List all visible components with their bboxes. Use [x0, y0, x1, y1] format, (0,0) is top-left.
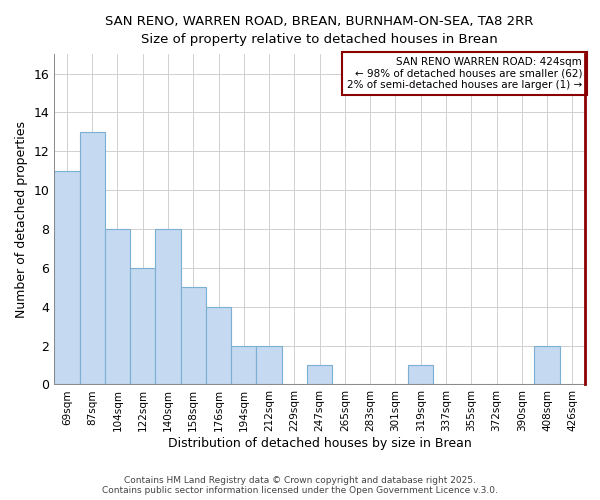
- Bar: [80, 132, 105, 384]
- Y-axis label: Number of detached properties: Number of detached properties: [15, 121, 28, 318]
- Text: SAN RENO WARREN ROAD: 424sqm
← 98% of detached houses are smaller (62)
2% of sem: SAN RENO WARREN ROAD: 424sqm ← 98% of de…: [347, 57, 582, 90]
- Bar: [256, 346, 282, 385]
- Bar: [155, 229, 181, 384]
- Bar: [231, 346, 256, 385]
- Bar: [105, 229, 130, 384]
- Bar: [181, 288, 206, 384]
- Bar: [130, 268, 155, 384]
- Bar: [307, 365, 332, 384]
- Text: Contains HM Land Registry data © Crown copyright and database right 2025.
Contai: Contains HM Land Registry data © Crown c…: [102, 476, 498, 495]
- Bar: [206, 306, 231, 384]
- Bar: [54, 170, 80, 384]
- X-axis label: Distribution of detached houses by size in Brean: Distribution of detached houses by size …: [168, 437, 472, 450]
- Title: SAN RENO, WARREN ROAD, BREAN, BURNHAM-ON-SEA, TA8 2RR
Size of property relative : SAN RENO, WARREN ROAD, BREAN, BURNHAM-ON…: [106, 15, 534, 46]
- Bar: [535, 346, 560, 385]
- Bar: [408, 365, 433, 384]
